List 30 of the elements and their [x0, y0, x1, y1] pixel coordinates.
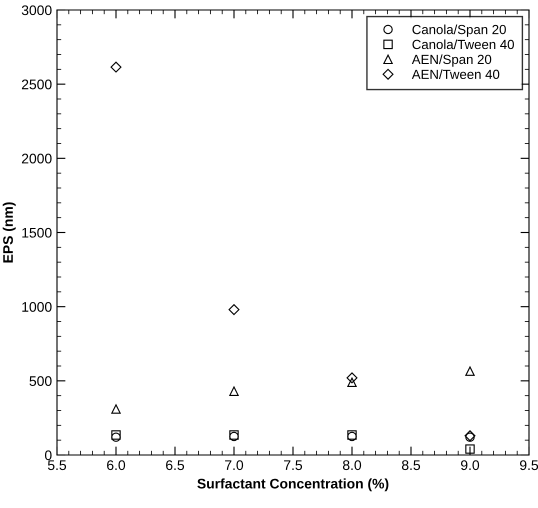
x-tick-label: 9.0 [461, 460, 480, 470]
legend-label: AEN/Span 20 [412, 54, 492, 67]
x-tick-label: 8.5 [402, 460, 420, 470]
x-tick-label: 8.0 [342, 460, 362, 470]
y-axis-title: EPS (nm) [2, 202, 16, 262]
point [110, 62, 122, 73]
y-tick-label: 1500 [22, 228, 52, 238]
point [228, 304, 240, 316]
x-tick-label: 7.5 [284, 460, 302, 470]
x-tick-label: 6.5 [166, 460, 184, 470]
y-tick-label: 2000 [22, 154, 52, 164]
x-tick-label: 6.0 [107, 460, 126, 470]
y-tick-label: 500 [30, 376, 52, 386]
x-tick-label: 5.5 [48, 460, 66, 470]
point [346, 372, 358, 384]
y-tick-label: 1000 [22, 302, 52, 312]
y-tick-label: 3000 [22, 5, 52, 16]
x-tick-label: 9.5 [520, 460, 538, 470]
legend-label: Canola/Tween 40 [412, 39, 514, 50]
y-tick-label: 2500 [22, 80, 52, 90]
point [347, 378, 357, 388]
point [111, 404, 121, 414]
x-tick-label: 7.0 [225, 460, 244, 470]
legend-label: AEN/Tween 40 [412, 69, 500, 80]
point [465, 366, 475, 376]
x-axis-title: Surfactant Concentration (%) [197, 478, 388, 492]
point [465, 444, 475, 454]
y-tick-label: 0 [44, 450, 52, 460]
point [229, 386, 239, 396]
legend-label: Canola/Span 20 [412, 24, 506, 37]
